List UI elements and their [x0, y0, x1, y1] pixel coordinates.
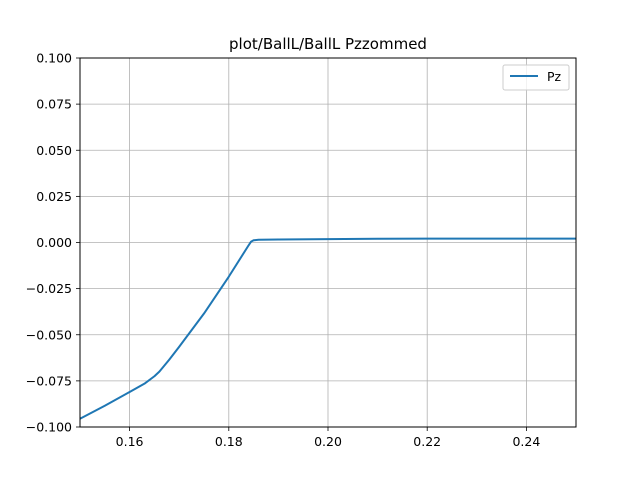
- legend-box: [502, 64, 570, 91]
- x-tick-label: 0.20: [314, 434, 342, 449]
- series-line-pz: [79, 237, 576, 420]
- y-tick-label: −0.025: [26, 281, 72, 296]
- y-tick-label: −0.075: [26, 373, 72, 388]
- y-tick-label: 0.100: [36, 51, 72, 66]
- y-tick-label: 0.075: [36, 97, 72, 112]
- x-tick-label: 0.18: [215, 434, 243, 449]
- y-tick-label: 0.000: [36, 235, 72, 250]
- y-tick-label: −0.100: [26, 420, 72, 435]
- tick-layer: 0.16 0.18 0.20 0.22 0.24 0.100 0.075 0.050 0.025…: [26, 51, 541, 450]
- y-tick-label: −0.050: [26, 327, 72, 342]
- y-tick-label: 0.050: [36, 143, 72, 158]
- grid: [80, 57, 576, 428]
- chart-title: plot/BallL/BallL Pzzommed: [229, 35, 427, 53]
- x-tick-label: 0.22: [413, 434, 441, 449]
- x-tick-label: 0.24: [512, 434, 540, 449]
- legend: Pz: [502, 64, 570, 91]
- series-layer: [79, 237, 576, 420]
- legend-label-pz: Pz: [547, 69, 562, 84]
- y-tick-label: 0.025: [36, 189, 72, 204]
- x-tick-label: 0.16: [116, 434, 144, 449]
